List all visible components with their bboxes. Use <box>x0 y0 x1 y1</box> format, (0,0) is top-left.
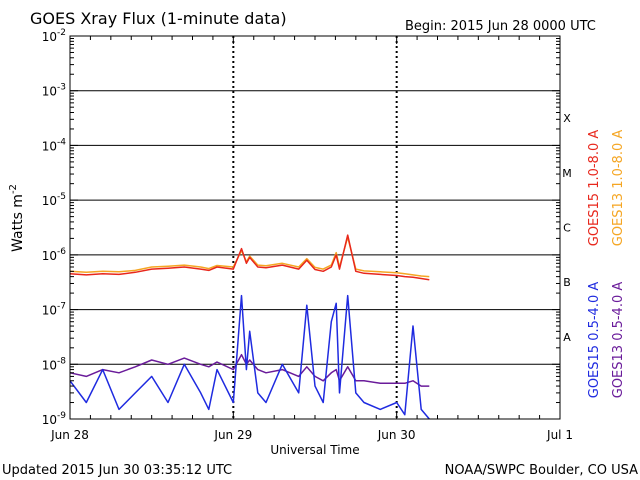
x-tick-label: Jun 30 <box>377 428 416 442</box>
flare-class-a: A <box>563 331 571 344</box>
y-axis-ticks: 10-9 10-8 10-7 10-6 10-5 10-4 10-3 10-2 <box>42 28 560 427</box>
flare-class-labels: A B C M X <box>562 112 572 344</box>
x-axis-label: Universal Time <box>270 443 359 457</box>
y-tick-label: 10-5 <box>42 192 66 208</box>
x-tick-label: Jun 29 <box>213 428 252 442</box>
plot-frame <box>69 35 561 420</box>
y-axis-label-exponent: -2 <box>8 184 19 194</box>
x-tick-label: Jul 1 <box>546 428 573 442</box>
series-group <box>69 234 430 420</box>
series-line-2 <box>69 294 430 420</box>
y-tick-label: 10-7 <box>42 302 66 318</box>
series-line-3 <box>69 353 430 387</box>
y-tick-label: 10-6 <box>42 247 67 263</box>
chart-title: GOES Xray Flux (1-minute data) <box>30 9 287 28</box>
flare-class-b: B <box>563 276 571 289</box>
legend: GOES15 1.0-8.0 A GOES13 1.0-8.0 A GOES15 0… <box>587 130 626 399</box>
flare-class-c: C <box>563 222 571 235</box>
begin-label: Begin: 2015 Jun 28 0000 UTC <box>405 19 596 34</box>
legend-entry-1: GOES13 1.0-8.0 A <box>611 130 626 247</box>
series-line-1 <box>69 236 430 278</box>
series-line-0 <box>69 234 430 281</box>
y-tick-label: 10-4 <box>42 137 67 153</box>
x-tick-label: Jun 28 <box>50 428 89 442</box>
legend-entry-3: GOES13 0.5-4.0 A <box>611 282 626 399</box>
y-axis-label-main: Watts m <box>10 194 26 252</box>
y-tick-label: 10-3 <box>42 83 66 99</box>
legend-entry-2: GOES15 0.5-4.0 A <box>587 282 602 399</box>
y-axis-label: Watts m-2 <box>8 184 26 252</box>
y-tick-label: 10-8 <box>42 356 67 372</box>
updated-timestamp: Updated 2015 Jun 30 03:35:12 UTC <box>2 463 232 478</box>
credit-label: NOAA/SWPC Boulder, CO USA <box>445 463 638 478</box>
legend-entry-0: GOES15 1.0-8.0 A <box>587 130 602 247</box>
flare-class-m: M <box>562 167 572 180</box>
y-tick-label: 10-9 <box>42 411 67 427</box>
svg-text:Watts m-2: Watts m-2 <box>8 184 26 252</box>
gridlines <box>70 36 560 419</box>
flare-class-x: X <box>563 112 571 125</box>
y-tick-label: 10-2 <box>42 28 66 44</box>
x-axis-ticks: Jun 28 Jun 29 Jun 30 Jul 1 <box>50 36 573 442</box>
